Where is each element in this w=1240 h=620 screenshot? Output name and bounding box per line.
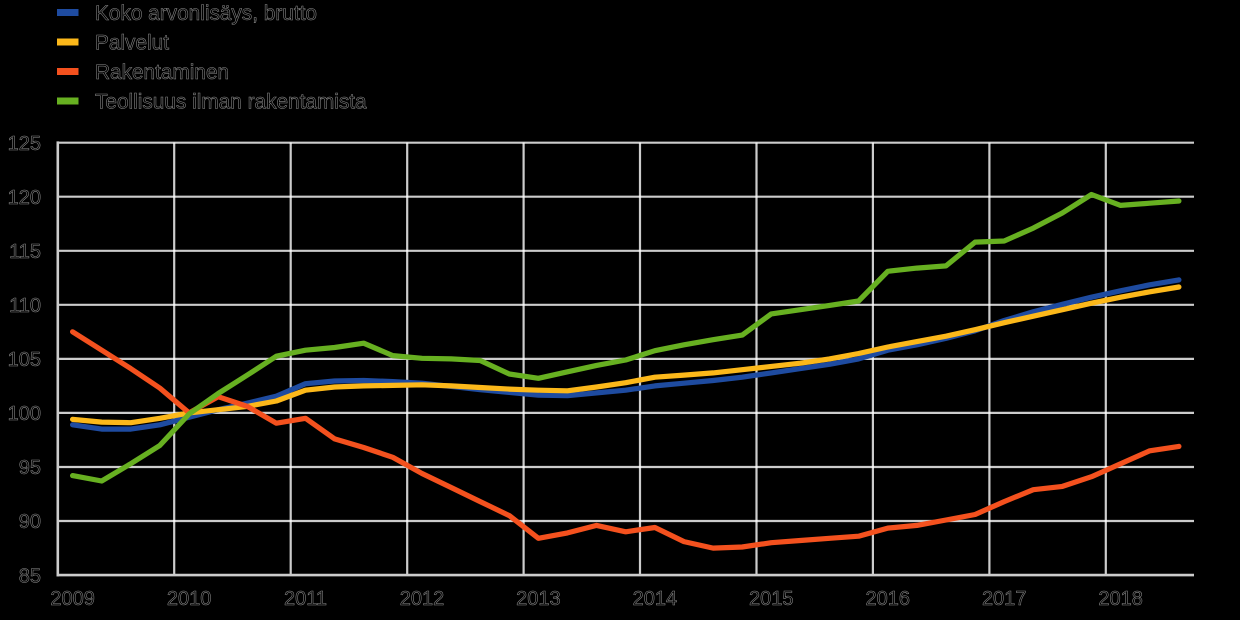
svg-text:2009: 2009	[50, 588, 95, 610]
svg-text:2015: 2015	[749, 588, 794, 610]
svg-text:85: 85	[19, 565, 41, 587]
svg-text:2016: 2016	[866, 588, 911, 610]
svg-text:125: 125	[8, 133, 41, 155]
svg-text:2012: 2012	[400, 588, 445, 610]
svg-text:2010: 2010	[167, 588, 212, 610]
svg-text:Teollisuus ilman rakentamista: Teollisuus ilman rakentamista	[95, 90, 367, 113]
svg-text:110: 110	[9, 295, 41, 317]
svg-text:2011: 2011	[284, 588, 327, 610]
svg-text:95: 95	[19, 457, 41, 479]
svg-text:105: 105	[8, 349, 41, 371]
svg-text:Palvelut: Palvelut	[95, 31, 169, 54]
svg-text:Rakentaminen: Rakentaminen	[95, 61, 229, 84]
svg-text:120: 120	[8, 187, 41, 209]
svg-text:2014: 2014	[633, 588, 678, 610]
svg-text:Koko arvonlisäys, brutto: Koko arvonlisäys, brutto	[95, 2, 317, 25]
svg-text:2018: 2018	[1098, 588, 1143, 610]
svg-text:2017: 2017	[982, 588, 1027, 610]
svg-text:90: 90	[19, 511, 41, 533]
svg-text:2013: 2013	[516, 588, 561, 610]
svg-text:100: 100	[8, 403, 41, 425]
svg-text:115: 115	[9, 241, 41, 263]
